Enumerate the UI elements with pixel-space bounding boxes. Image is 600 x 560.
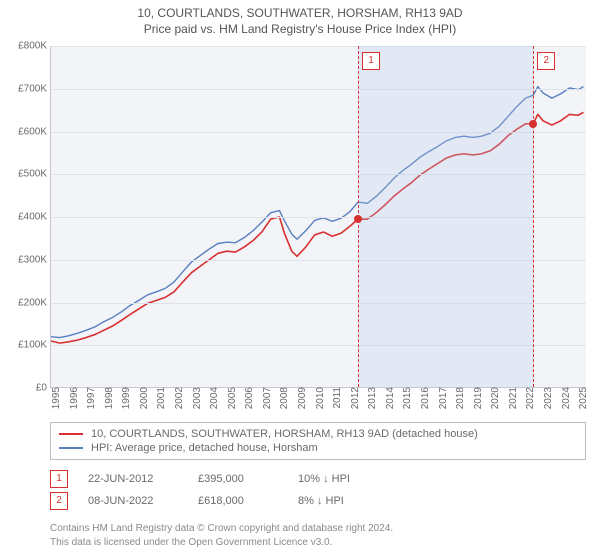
- x-axis-tick: 2021: [504, 387, 519, 409]
- sale-price: £395,000: [198, 473, 278, 485]
- x-axis-tick: 2009: [293, 387, 308, 409]
- x-axis-tick: 2014: [381, 387, 396, 409]
- x-axis-tick: 2002: [170, 387, 185, 409]
- sale-row: 1 22-JUN-2012 £395,000 10% ↓ HPI: [50, 468, 586, 490]
- legend: 10, COURTLANDS, SOUTHWATER, HORSHAM, RH1…: [50, 422, 586, 460]
- x-axis-tick: 1996: [65, 387, 80, 409]
- x-axis-tick: 2012: [346, 387, 361, 409]
- sale-point: [354, 215, 362, 223]
- event-marker: 2: [537, 52, 555, 70]
- x-axis-tick: 2007: [258, 387, 273, 409]
- x-axis-tick: 2005: [223, 387, 238, 409]
- legend-item: HPI: Average price, detached house, Hors…: [59, 441, 577, 455]
- x-axis-tick: 2019: [469, 387, 484, 409]
- legend-label: 10, COURTLANDS, SOUTHWATER, HORSHAM, RH1…: [91, 428, 478, 440]
- sale-diff: 8% ↓ HPI: [298, 495, 388, 507]
- x-axis-tick: 2015: [398, 387, 413, 409]
- x-axis-tick: 2025: [574, 387, 589, 409]
- sale-diff: 10% ↓ HPI: [298, 473, 388, 485]
- x-axis-tick: 1998: [100, 387, 115, 409]
- x-axis-tick: 2020: [486, 387, 501, 409]
- legend-item: 10, COURTLANDS, SOUTHWATER, HORSHAM, RH1…: [59, 427, 577, 441]
- x-axis-tick: 2017: [434, 387, 449, 409]
- y-axis-tick: £500K: [18, 169, 51, 180]
- event-marker: 1: [362, 52, 380, 70]
- x-axis-tick: 1999: [117, 387, 132, 409]
- y-axis-tick: £400K: [18, 212, 51, 223]
- y-axis-tick: £200K: [18, 297, 51, 308]
- sale-date: 08-JUN-2022: [88, 495, 178, 507]
- event-line: [533, 46, 534, 387]
- x-axis-tick: 2013: [363, 387, 378, 409]
- x-axis-tick: 2018: [451, 387, 466, 409]
- x-axis-tick: 2011: [328, 387, 343, 409]
- x-axis-tick: 2008: [275, 387, 290, 409]
- plot-region: £0£100K£200K£300K£400K£500K£600K£700K£80…: [50, 46, 586, 388]
- x-axis-tick: 2000: [135, 387, 150, 409]
- legend-swatch: [59, 433, 83, 435]
- chart-area: £0£100K£200K£300K£400K£500K£600K£700K£80…: [50, 46, 586, 416]
- x-axis-tick: 2006: [240, 387, 255, 409]
- x-axis-tick: 2016: [416, 387, 431, 409]
- x-axis-tick: 2003: [188, 387, 203, 409]
- footer-line1: Contains HM Land Registry data © Crown c…: [50, 522, 586, 536]
- y-axis-tick: £600K: [18, 126, 51, 137]
- footer-line2: This data is licensed under the Open Gov…: [50, 536, 586, 550]
- footer: Contains HM Land Registry data © Crown c…: [50, 522, 586, 549]
- legend-label: HPI: Average price, detached house, Hors…: [91, 442, 318, 454]
- x-axis-tick: 2023: [539, 387, 554, 409]
- legend-swatch: [59, 447, 83, 449]
- sale-badge: 1: [50, 470, 68, 488]
- shaded-region: [358, 46, 533, 387]
- x-axis-tick: 2001: [152, 387, 167, 409]
- x-axis-tick: 1997: [82, 387, 97, 409]
- y-axis-tick: £700K: [18, 83, 51, 94]
- y-axis-tick: £800K: [18, 41, 51, 52]
- y-axis-tick: £300K: [18, 254, 51, 265]
- sale-price: £618,000: [198, 495, 278, 507]
- x-axis-tick: 2004: [205, 387, 220, 409]
- x-axis-tick: 2022: [521, 387, 536, 409]
- sale-point: [529, 120, 537, 128]
- x-axis-tick: 1995: [47, 387, 62, 409]
- sale-badge: 2: [50, 492, 68, 510]
- sale-date: 22-JUN-2012: [88, 473, 178, 485]
- sale-row: 2 08-JUN-2022 £618,000 8% ↓ HPI: [50, 490, 586, 512]
- chart-title-line1: 10, COURTLANDS, SOUTHWATER, HORSHAM, RH1…: [0, 6, 600, 20]
- chart-title-line2: Price paid vs. HM Land Registry's House …: [0, 22, 600, 36]
- x-axis-tick: 2010: [311, 387, 326, 409]
- sales-table: 1 22-JUN-2012 £395,000 10% ↓ HPI 2 08-JUN-202…: [50, 468, 586, 512]
- y-axis-tick: £100K: [18, 340, 51, 351]
- x-axis-tick: 2024: [557, 387, 572, 409]
